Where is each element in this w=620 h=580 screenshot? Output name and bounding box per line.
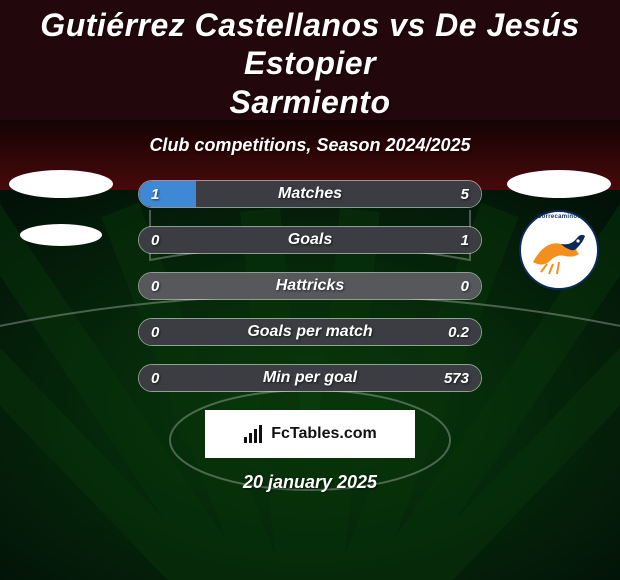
subtitle: Club competitions, Season 2024/2025 bbox=[0, 135, 620, 156]
bar-label: Goals per match bbox=[139, 319, 481, 345]
bar-row-2: 00Hattricks bbox=[138, 272, 482, 300]
attribution-badge: FcTables.com bbox=[205, 410, 415, 458]
title-line-2: Sarmiento bbox=[230, 84, 391, 120]
bars-icon bbox=[243, 425, 265, 443]
bar-row-3: 00.2Goals per match bbox=[138, 318, 482, 346]
title-line-1: Gutiérrez Castellanos vs De Jesús Estopi… bbox=[40, 7, 579, 81]
bar-label: Hattricks bbox=[139, 273, 481, 299]
bar-row-4: 0573Min per goal bbox=[138, 364, 482, 392]
date-text: 20 january 2025 bbox=[0, 472, 620, 493]
attribution-text: FcTables.com bbox=[271, 425, 377, 443]
page-title: Gutiérrez Castellanos vs De Jesús Estopi… bbox=[0, 0, 620, 121]
bar-label: Goals bbox=[139, 227, 481, 253]
comparison-bars: 15Matches 01Goals 00Hattricks 00.2Goals per… bbox=[138, 180, 482, 392]
bar-label: Matches bbox=[139, 181, 481, 207]
bar-row-1: 01Goals bbox=[138, 226, 482, 254]
bar-row-0: 15Matches bbox=[138, 180, 482, 208]
bar-label: Min per goal bbox=[139, 365, 481, 391]
